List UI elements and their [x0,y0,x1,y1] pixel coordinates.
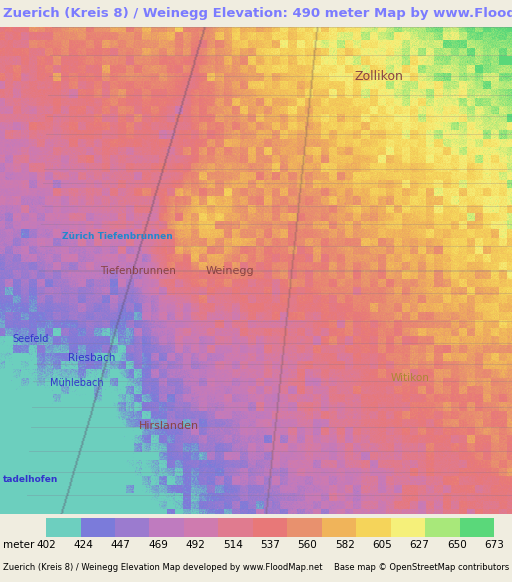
Text: 650: 650 [447,540,466,550]
Bar [219,518,253,537]
Text: tadelhofen: tadelhofen [3,475,58,484]
Bar [80,518,115,537]
Text: Hirslanden: Hirslanden [139,421,199,431]
Text: Zuerich (Kreis 8) / Weinegg Elevation Map developed by www.FloodMap.net: Zuerich (Kreis 8) / Weinegg Elevation Ma… [3,563,322,572]
Text: Riesbach: Riesbach [69,353,116,363]
Bar [46,518,80,537]
Bar [322,518,356,537]
Text: Zollikon: Zollikon [354,69,403,83]
Text: Base map © OpenStreetMap contributors: Base map © OpenStreetMap contributors [334,563,509,572]
Text: Tiefenbrunnen: Tiefenbrunnen [100,265,176,276]
Text: 402: 402 [36,540,56,550]
Bar [356,518,391,537]
Text: 560: 560 [297,540,317,550]
Text: 469: 469 [148,540,168,550]
Text: Zuerich (Kreis 8) / Weinegg Elevation: 490 meter Map by www.FloodMap.net (b: Zuerich (Kreis 8) / Weinegg Elevation: 4… [3,7,512,20]
Text: 605: 605 [372,540,392,550]
Text: Witikon: Witikon [390,372,429,383]
Text: 582: 582 [335,540,355,550]
Bar [460,518,494,537]
Bar [287,518,322,537]
Text: 492: 492 [185,540,205,550]
Bar [253,518,287,537]
Bar [115,518,150,537]
Text: 673: 673 [484,540,504,550]
Text: Seefeld: Seefeld [12,333,49,344]
Text: meter: meter [3,540,34,550]
Text: Zürich Tiefenbrunnen: Zürich Tiefenbrunnen [62,232,173,241]
Text: 424: 424 [74,540,93,550]
Text: 537: 537 [260,540,280,550]
Bar [150,518,184,537]
Text: Mühlebach: Mühlebach [50,378,103,388]
Bar [391,518,425,537]
Text: 627: 627 [410,540,430,550]
Text: 514: 514 [223,540,243,550]
Text: Weinegg: Weinegg [206,265,254,276]
Bar [425,518,460,537]
Bar [184,518,219,537]
Text: 447: 447 [111,540,131,550]
